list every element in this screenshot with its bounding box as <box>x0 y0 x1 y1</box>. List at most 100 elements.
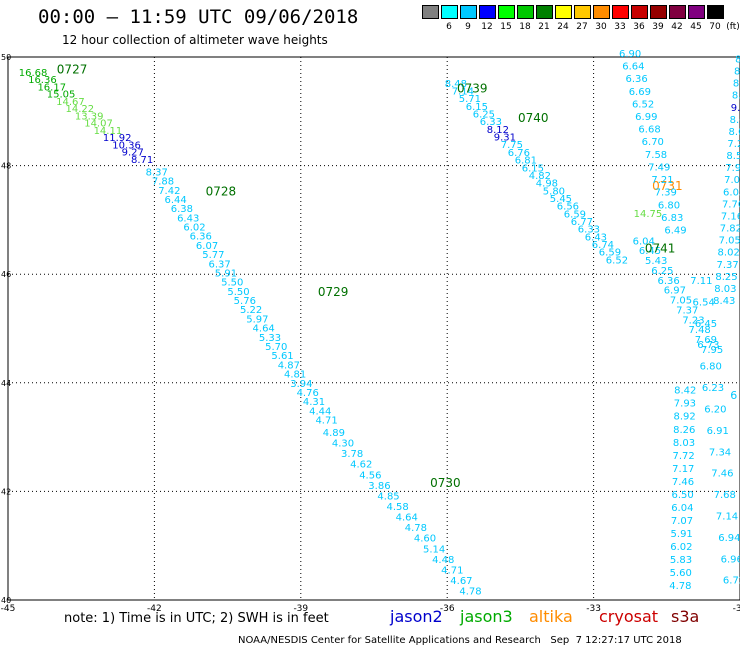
wave-height-value: 6.80 <box>700 362 722 373</box>
wave-height-value: 8.52 <box>726 151 740 162</box>
track-time-label: 0731 <box>652 179 683 193</box>
legend-swatch <box>460 5 477 19</box>
wave-height-value: 7.37 <box>716 260 738 271</box>
wave-height-value: 8.37 <box>146 167 168 178</box>
track-time-label: 0728 <box>206 184 237 198</box>
wave-height-value: 4.58 <box>387 502 409 513</box>
lon-tick-label: -45 <box>1 604 16 614</box>
satellite-jason3: jason3 <box>460 607 513 626</box>
wave-height-value: 7.46 <box>672 477 694 488</box>
wave-height-value: 8.71 <box>131 155 153 166</box>
wave-height-value: 4.82 <box>529 171 551 182</box>
wave-height-value: 5.76 <box>234 296 256 307</box>
wave-height-value: 6.96 <box>721 554 740 565</box>
wave-height-value: 4.64 <box>396 513 418 524</box>
legend-label: 42 <box>671 22 683 32</box>
wave-height-value: 8.3 <box>735 54 740 65</box>
wave-height-value: 7.25 <box>727 139 740 150</box>
wave-height-value: 7.23 <box>682 315 704 326</box>
wave-height-value: 5.91 <box>215 268 237 279</box>
wave-height-value: 6.23 <box>702 383 724 394</box>
wave-height-value: 8.03 <box>714 284 736 295</box>
legend-swatch <box>612 5 629 19</box>
legend-swatch <box>707 5 724 19</box>
wave-height-value: 3.94 <box>290 379 312 390</box>
legend-swatch <box>441 5 458 19</box>
wave-height-value: 6.07 <box>196 241 218 252</box>
wave-height-value: 8.3 <box>733 79 740 90</box>
wave-height-value: 6.33 <box>578 225 600 236</box>
wave-height-value: 8.48 <box>445 79 467 90</box>
wave-height-value: 7.14 <box>452 87 474 98</box>
wave-height-value: 5.61 <box>271 351 293 362</box>
wave-height-value: 4.71 <box>441 565 463 576</box>
wave-height-value: 8.26 <box>673 425 695 436</box>
wave-height-value: 5.33 <box>259 333 281 344</box>
wave-height-value: 5.50 <box>227 287 249 298</box>
legend-unit: (ft) <box>726 22 740 32</box>
map-title: 00:00 – 11:59 UTC 09/06/2018 <box>38 6 359 28</box>
legend-label: 24 <box>557 22 569 32</box>
map-frame <box>7 56 740 601</box>
track-time-label: 0739 <box>457 81 488 95</box>
wave-height-value: 7.07 <box>671 516 693 527</box>
wave-height-value: 8.00 <box>729 127 740 138</box>
wave-height-value: 5.45 <box>550 194 572 205</box>
wave-height-value: 3.78 <box>341 449 363 460</box>
wave-height-value: 6.59 <box>599 248 621 259</box>
wave-height-value: 6.90 <box>619 49 641 60</box>
wave-height-value: 4.44 <box>309 406 331 417</box>
wave-height-value: 6.94 <box>718 533 740 544</box>
wave-height-value: 6.36 <box>625 74 647 85</box>
wave-height-value: 6.25 <box>473 110 495 121</box>
wave-height-value: 7.05 <box>719 236 740 247</box>
wave-height-value: 7.39 <box>655 188 677 199</box>
legend-swatch <box>555 5 572 19</box>
legend-swatch <box>498 5 515 19</box>
wave-height-value: 8.25 <box>715 272 737 283</box>
wave-height-value: 5.77 <box>202 250 224 261</box>
wave-height-value: 4.81 <box>284 370 306 381</box>
legend-label: 21 <box>538 22 550 32</box>
wave-height-value: 4.30 <box>332 439 354 450</box>
wave-height-value: 6.83 <box>661 213 683 224</box>
wave-height-value: 10.36 <box>112 140 141 151</box>
wave-height-value: 5.80 <box>543 186 565 197</box>
wave-height-value: 6.81 <box>515 156 537 167</box>
wave-height-value: 6.69 <box>629 87 651 98</box>
wave-height-value: 5.60 <box>670 568 692 579</box>
legend-swatch <box>669 5 686 19</box>
wave-height-value: 14.22 <box>66 104 95 115</box>
wave-height-value: 4.60 <box>414 534 436 545</box>
wave-height-value: 5.14 <box>423 544 445 555</box>
isolated-label: 6 <box>730 389 737 402</box>
wave-height-value: 14.11 <box>94 126 123 137</box>
wave-height-value: 7.58 <box>645 150 667 161</box>
wave-height-value: 9.27 <box>122 148 144 159</box>
wave-height-value: 6.15 <box>522 163 544 174</box>
wave-height-value: 14.67 <box>56 97 85 108</box>
legend-swatch <box>650 5 667 19</box>
wave-height-value: 7.93 <box>725 163 740 174</box>
wave-height-value: 4.56 <box>359 470 381 481</box>
wave-height-value: 14.07 <box>84 119 113 130</box>
lon-tick-label: -42 <box>147 604 162 614</box>
lon-tick-label: -39 <box>293 604 308 614</box>
legend-swatch <box>688 5 705 19</box>
lon-tick-label: -36 <box>440 604 455 614</box>
wave-height-value: 8.1 <box>732 91 740 102</box>
wave-height-value: 4.78 <box>405 523 427 534</box>
wave-height-value: 13.39 <box>75 111 104 122</box>
wave-height-value: 7.17 <box>672 464 694 475</box>
satellite-s3a: s3a <box>671 607 700 626</box>
wave-height-value: 7.49 <box>648 162 670 173</box>
wave-height-value: 5.71 <box>459 94 481 105</box>
wave-height-value: 16.36 <box>28 75 57 86</box>
lat-tick-label: 50 <box>1 53 11 62</box>
wave-height-value: 7.72 <box>672 451 694 462</box>
wave-height-value: 4.85 <box>377 491 399 502</box>
wave-height-value: 8.02 <box>718 248 740 259</box>
wave-height-value: 6.54 <box>693 297 715 308</box>
wave-height-value: 7.88 <box>152 177 174 188</box>
